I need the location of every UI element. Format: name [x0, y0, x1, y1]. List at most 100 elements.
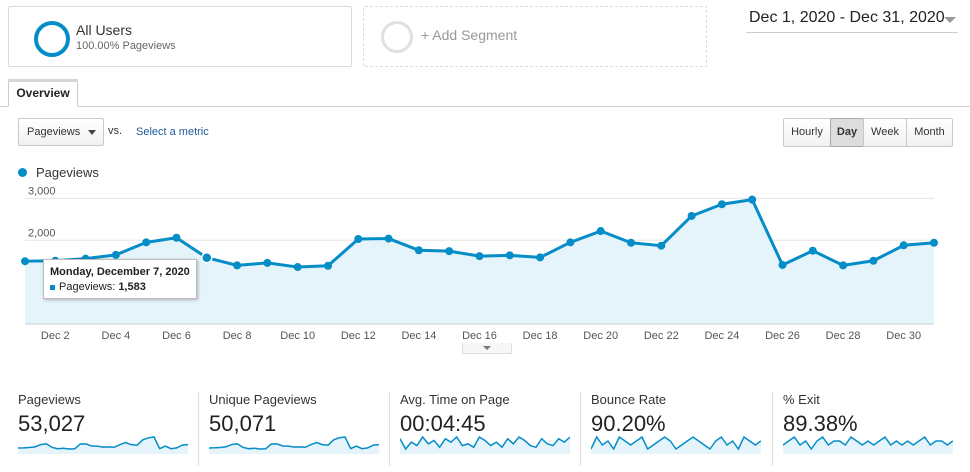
data-point [808, 246, 817, 255]
data-point [687, 211, 696, 220]
sparkline-line [783, 435, 953, 451]
sparkline-fill [591, 437, 761, 454]
stat-value: 50,071 [209, 411, 277, 436]
stat-value: 90.20% [591, 411, 666, 436]
data-point [899, 241, 908, 250]
chevron-down-icon [88, 130, 96, 135]
segment-title: All Users [76, 22, 133, 38]
sparkline [18, 436, 188, 454]
tooltip-metric: Pageviews: 1,583 [50, 281, 146, 293]
y-tick-label: 2,000 [28, 227, 56, 239]
date-range-label: Dec 1, 2020 - Dec 31, 2020 [749, 9, 945, 26]
data-point [536, 253, 545, 262]
sparkline [400, 435, 570, 454]
stat-label: Unique Pageviews [209, 392, 317, 407]
data-point [21, 257, 29, 266]
x-tick-label: Dec 26 [765, 330, 800, 342]
divider [772, 392, 773, 466]
data-point [293, 263, 302, 272]
data-point [142, 238, 151, 247]
metric-select[interactable]: Pageviews [18, 118, 104, 146]
chevron-down-icon [483, 346, 491, 350]
stat-label: Bounce Rate [591, 392, 667, 407]
tooltip-date: Monday, December 7, 2020 [50, 266, 190, 278]
data-point [233, 261, 242, 270]
data-point [930, 238, 938, 247]
sparkline [209, 436, 379, 454]
x-tick-label: Dec 10 [280, 330, 315, 342]
x-tick-label: Dec 16 [462, 330, 497, 342]
sparkline [591, 435, 761, 454]
stat-value: 53,027 [18, 411, 86, 436]
empty-segment-ring-icon [381, 21, 413, 53]
legend-dot-icon [18, 168, 27, 177]
tooltip-metric-value: 1,583 [118, 281, 146, 293]
stat-label: Avg. Time on Page [400, 392, 510, 407]
x-tick-label: Dec 28 [826, 330, 861, 342]
data-point [201, 251, 213, 264]
select-metric-link[interactable]: Select a metric [136, 126, 209, 138]
y-tick-label: 3,000 [28, 185, 56, 197]
x-tick-label: Dec 6 [162, 330, 191, 342]
data-point [354, 234, 363, 243]
granularity-day-button[interactable]: Day [830, 118, 864, 147]
stat-value: 00:04:45 [400, 411, 486, 436]
data-point [384, 234, 393, 243]
sparkline-line [591, 435, 761, 451]
tooltip-metric-label: Pageviews: [59, 281, 119, 293]
x-tick-label: Dec 24 [704, 330, 739, 342]
vs-label: vs. [108, 125, 123, 137]
divider [198, 392, 199, 466]
segment-ring-icon [34, 21, 70, 57]
data-point [596, 227, 605, 236]
data-point [657, 241, 666, 250]
data-point [263, 258, 272, 267]
data-point [111, 250, 120, 259]
divider [580, 392, 581, 466]
granularity-month-button[interactable]: Month [906, 118, 953, 147]
series-square-icon [50, 284, 55, 290]
granularity-week-button[interactable]: Week [863, 118, 907, 147]
metric-select-value: Pageviews [27, 126, 81, 138]
data-point [627, 238, 635, 247]
x-tick-label: Dec 30 [886, 330, 921, 342]
stat-label: Pageviews [18, 392, 81, 407]
sparkline-fill [400, 437, 570, 454]
data-point [717, 200, 726, 209]
data-point [566, 238, 575, 247]
granularity-hourly-button[interactable]: Hourly [783, 118, 831, 147]
x-tick-label: Dec 14 [401, 330, 436, 342]
data-point [445, 247, 454, 256]
tab-overview[interactable]: Overview [8, 79, 78, 107]
chart-tooltip: Monday, December 7, 2020 Pageviews: 1,58… [43, 259, 197, 299]
segment-all-users[interactable]: All Users 100.00% Pageviews [8, 6, 352, 67]
data-point [172, 233, 181, 242]
data-point [475, 252, 484, 261]
segment-subtitle: 100.00% Pageviews [76, 40, 176, 52]
add-segment-label: + Add Segment [421, 27, 518, 43]
sparkline-fill [18, 437, 188, 454]
data-point [869, 256, 878, 265]
data-point [414, 246, 423, 255]
sparkline-line [209, 436, 379, 450]
date-range-picker[interactable]: Dec 1, 2020 - Dec 31, 2020 [746, 6, 958, 33]
add-segment-button[interactable]: + Add Segment [363, 6, 707, 67]
divider [389, 392, 390, 466]
x-tick-label: Dec 4 [102, 330, 131, 342]
x-tick-label: Dec 18 [523, 330, 558, 342]
sparkline-fill [209, 437, 379, 454]
legend-label[interactable]: Pageviews [36, 165, 99, 180]
x-tick-label: Dec 12 [341, 330, 376, 342]
data-point [324, 261, 332, 270]
stat-value: 89.38% [783, 411, 858, 436]
data-point [505, 251, 514, 260]
sparkline-line [400, 435, 570, 451]
x-tick-label: Dec 22 [644, 330, 679, 342]
chart-collapse-handle[interactable] [462, 343, 512, 354]
data-point [748, 195, 757, 204]
chevron-down-icon [944, 17, 956, 23]
sparkline [783, 435, 953, 454]
data-point [778, 260, 787, 269]
sparkline-line [18, 436, 188, 450]
